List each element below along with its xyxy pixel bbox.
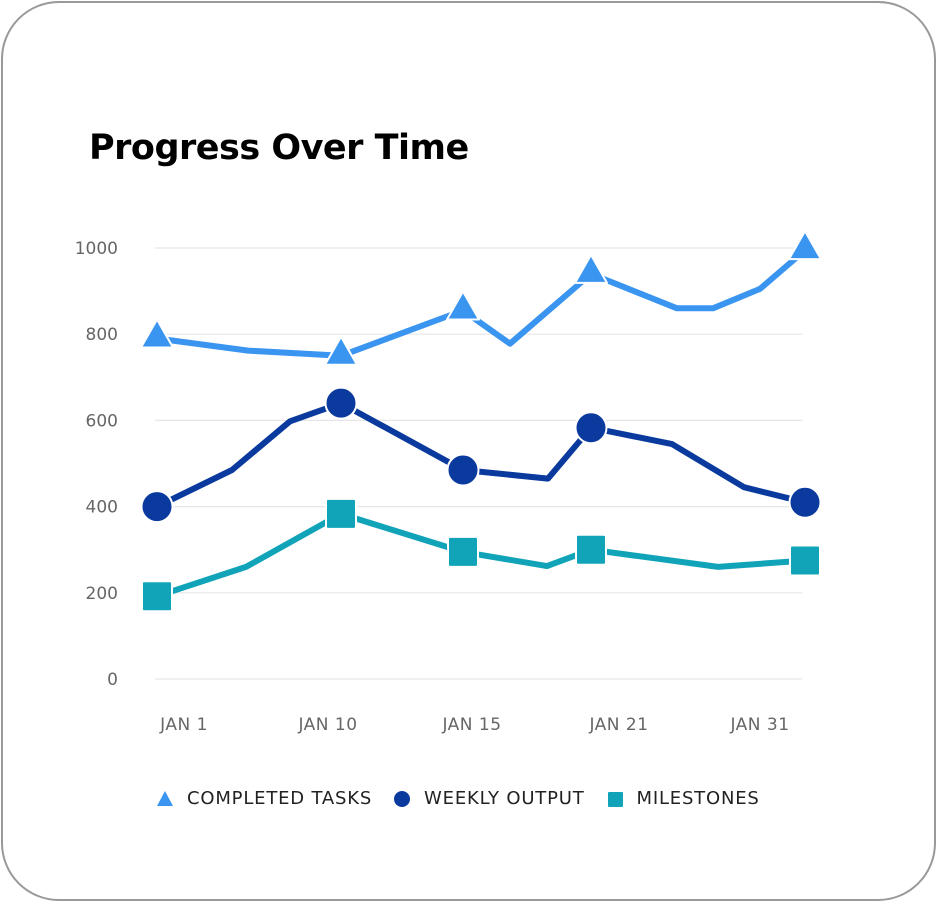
legend-item[interactable]: WEEKLY OUTPUT	[392, 788, 584, 809]
legend-label: MILESTONES	[636, 788, 760, 809]
y-tick-label: 1000	[75, 239, 118, 259]
x-tick-label: JAN 10	[297, 715, 357, 735]
circle-marker-icon	[788, 485, 822, 519]
x-tick-label: JAN 31	[729, 715, 789, 735]
series-line	[154, 247, 808, 359]
legend-label: WEEKLY OUTPUT	[424, 788, 585, 809]
y-tick-label: 0	[107, 670, 118, 690]
legend-item[interactable]: MILESTONES	[605, 788, 760, 809]
y-tick-label: 200	[86, 584, 118, 604]
circle-icon	[394, 790, 411, 807]
square-marker-icon	[325, 497, 357, 530]
square-marker-icon	[575, 533, 607, 566]
triangle-marker-icon	[140, 318, 174, 349]
circle-marker-icon	[140, 490, 174, 524]
circle-marker-icon	[324, 386, 358, 420]
square-marker-icon	[789, 544, 821, 577]
circle-marker-icon	[574, 411, 608, 445]
x-tick-label: JAN 15	[441, 715, 501, 735]
y-tick-label: 400	[86, 498, 118, 518]
square-marker-icon	[141, 580, 173, 613]
y-tick-label: 800	[86, 325, 118, 345]
x-tick-label: JAN 21	[588, 715, 648, 735]
triangle-marker-icon	[446, 290, 480, 321]
x-tick-label: JAN 1	[159, 715, 208, 735]
triangle-marker-icon	[788, 230, 822, 261]
chart-legend: COMPLETED TASKS WEEKLY OUTPUT MILESTONES	[155, 788, 780, 809]
legend-label: COMPLETED TASKS	[187, 788, 373, 809]
legend-item[interactable]: COMPLETED TASKS	[155, 788, 372, 809]
square-icon	[607, 791, 623, 807]
triangle-icon	[157, 790, 173, 806]
circle-marker-icon	[446, 453, 480, 487]
chart-title: Progress Over Time	[89, 128, 469, 168]
square-marker-icon	[447, 535, 479, 568]
series-line	[154, 510, 808, 600]
triangle-marker-icon	[574, 253, 608, 284]
series-line	[154, 400, 808, 510]
y-tick-label: 600	[86, 411, 118, 431]
triangle-marker-icon	[324, 335, 358, 366]
